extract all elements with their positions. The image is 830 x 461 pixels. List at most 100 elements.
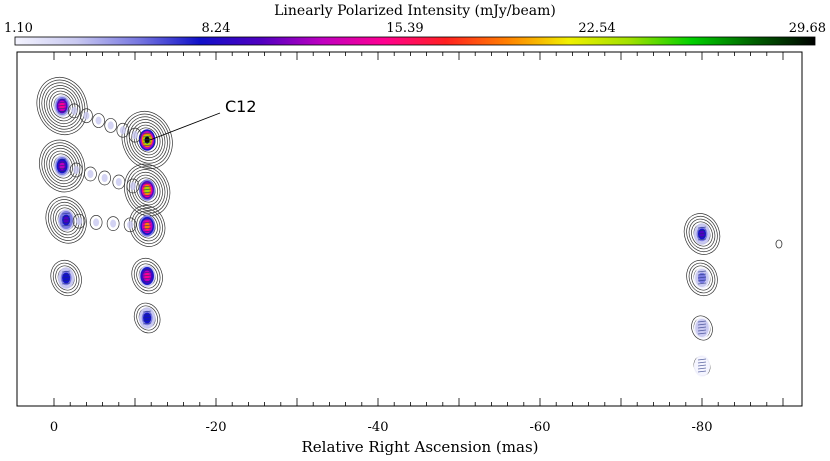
x-tick-labels: 0 -20 -40 -60 -80 (50, 420, 713, 435)
contour (36, 76, 88, 136)
evpa-vector (62, 215, 71, 218)
colorbar-tick-label: 15.39 (386, 21, 423, 36)
jet-polarization (132, 131, 138, 140)
evpa-vector (62, 276, 71, 279)
colorbar-tick-label: 8.24 (202, 21, 231, 36)
contour (131, 121, 163, 159)
source (683, 213, 721, 255)
jet-emission (67, 103, 142, 233)
contour (686, 259, 718, 297)
contour (133, 124, 161, 156)
evpa-vector (697, 320, 707, 323)
evpa-vector (62, 221, 71, 224)
evpa-vector (143, 194, 152, 197)
contour (48, 90, 76, 122)
isolated-contour (775, 239, 783, 249)
evpa-vector (62, 279, 71, 282)
contour (51, 93, 73, 119)
evpa-vector (58, 98, 67, 101)
evpa-vector (58, 167, 67, 170)
evpa-vector (697, 370, 707, 373)
polarization-intensity (144, 314, 150, 322)
evpa-vector (697, 332, 707, 335)
evpa-vector (143, 319, 152, 322)
evpa-vector (143, 188, 152, 191)
evpa-vector (143, 310, 152, 313)
evpa-vector (62, 212, 71, 215)
evpa-vector (143, 138, 152, 141)
jet-polarization (71, 106, 78, 115)
evpa-vector (143, 227, 152, 230)
x-tick-label: -60 (530, 420, 551, 435)
evpa-vector (58, 158, 67, 161)
contour (46, 147, 78, 185)
jet-contour (126, 178, 140, 194)
contour (133, 260, 161, 292)
contour (43, 145, 81, 187)
evpa-vector (697, 232, 707, 235)
evpa-vector (143, 221, 152, 224)
jet-contour (112, 174, 126, 190)
polarization-intensity (144, 136, 150, 144)
contour (121, 110, 173, 170)
x-tick-label: -80 (692, 420, 713, 435)
contour (41, 82, 83, 130)
jet-contour (128, 127, 142, 143)
contour (43, 85, 81, 127)
source (50, 259, 82, 297)
evpa-vector (58, 164, 67, 167)
contour (46, 87, 78, 125)
colorbar-tick-labels: 1.10 8.24 15.39 22.54 29.68 (4, 21, 826, 36)
jet-contour (72, 213, 86, 229)
contour (133, 210, 161, 242)
evpa-vector (143, 268, 152, 271)
contour (128, 119, 166, 161)
jet-contour (84, 166, 97, 182)
contour (691, 315, 713, 341)
contour (41, 142, 83, 190)
evpa-vector (697, 364, 707, 367)
evpa-vector (697, 270, 707, 273)
contour (691, 221, 713, 247)
evpa-vector (697, 235, 707, 238)
polarization-intensity (144, 272, 150, 280)
evpa-vector (143, 141, 152, 144)
x-tick-label: 0 (50, 420, 58, 435)
contour (133, 302, 161, 334)
jet-contour (123, 217, 137, 233)
contour (136, 127, 158, 153)
jet-polarization (87, 170, 94, 178)
evpa-vector (62, 282, 71, 285)
polarization-intensity (699, 230, 705, 238)
contour (131, 257, 163, 295)
jet-contour (69, 162, 83, 178)
contour (686, 215, 718, 253)
polarization-intensity (699, 274, 705, 282)
contour (136, 263, 158, 289)
evpa-vector (697, 229, 707, 232)
contour (688, 218, 716, 250)
jet-polarization (95, 116, 102, 125)
contour (131, 171, 163, 209)
jet-contour (89, 215, 103, 230)
annotation-c12: C12 (225, 97, 257, 116)
jet-polarization (110, 219, 117, 228)
contour (124, 113, 171, 167)
evpa-vector (143, 313, 152, 316)
colorbar (14, 36, 816, 46)
sources-layer (36, 76, 783, 377)
annotation-leader-line (149, 112, 221, 141)
contour (136, 305, 158, 331)
contour (136, 213, 158, 239)
jet-polarization (129, 182, 136, 190)
source (693, 355, 711, 377)
jet-polarization (73, 166, 80, 174)
source (686, 259, 718, 297)
jet-polarization (107, 121, 114, 130)
evpa-vector (143, 135, 152, 138)
polarization-intensity (699, 362, 705, 370)
evpa-vector (697, 358, 707, 361)
evpa-vector (143, 218, 152, 221)
jet-polarization (127, 220, 134, 229)
